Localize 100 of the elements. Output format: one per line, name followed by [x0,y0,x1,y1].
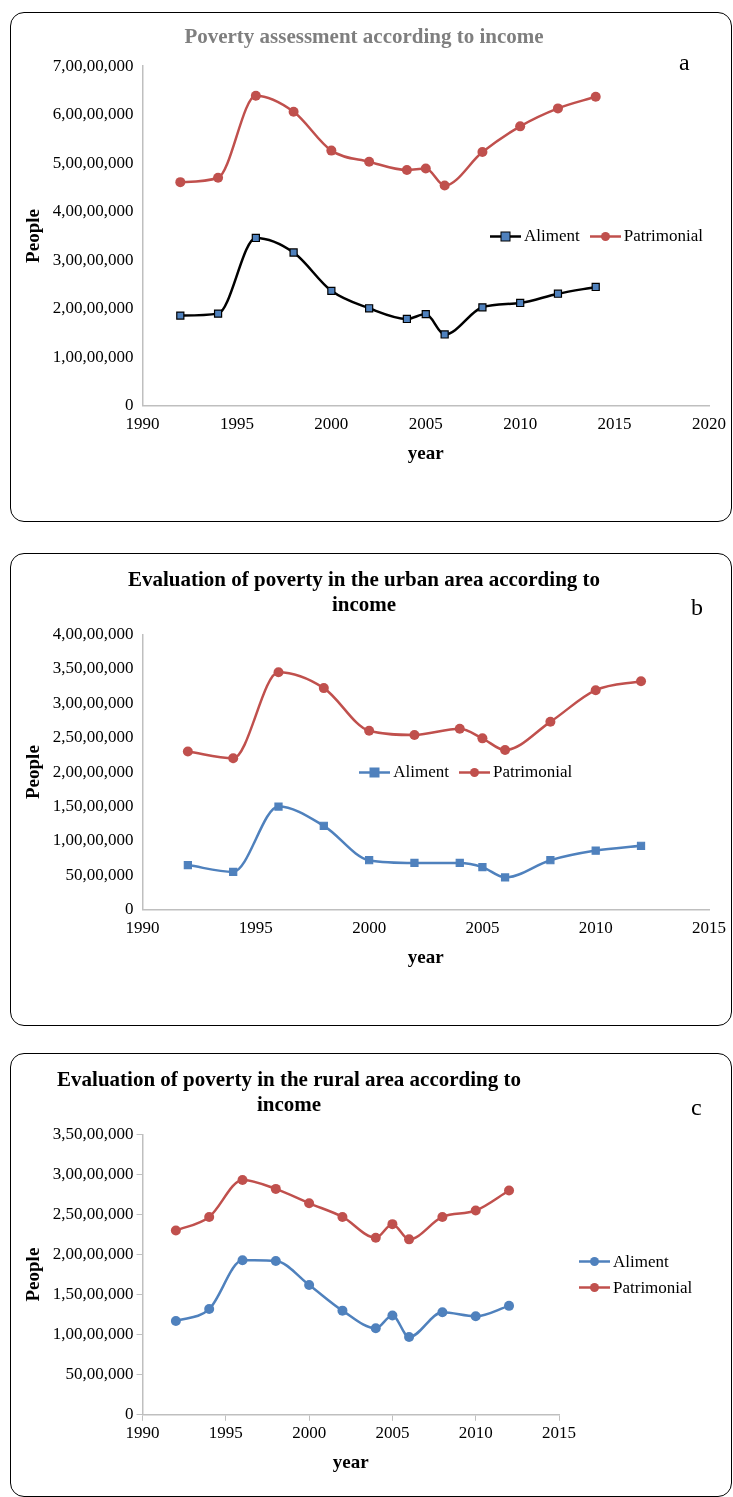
point [590,685,601,696]
point [477,733,488,744]
point [370,1232,381,1243]
point [515,121,526,132]
point [364,156,375,167]
point [420,163,431,174]
x-tick-label: 1990 [125,1423,160,1443]
legend-label: Aliment [393,762,449,783]
y-tick-label: 0 [125,899,134,919]
legend-label: Aliment [524,226,580,246]
y-tick-label: 3,50,00,000 [52,1123,134,1143]
point [440,330,449,339]
point [326,145,337,156]
point [170,1225,181,1236]
point [591,846,600,855]
y-tick-label: 6,00,00,000 [52,104,134,124]
point [327,286,336,295]
point [251,233,260,243]
x-tick-label: 2000 [314,414,349,434]
x-tick-label: 2010 [458,1423,493,1443]
point [270,1255,281,1266]
point [288,106,299,117]
x-tick-label: 1995 [219,414,254,434]
point [237,1175,248,1186]
legend-label: Aliment [613,1251,669,1272]
y-tick-label: 3,00,00,000 [52,1163,134,1183]
x-tick-label: 2000 [352,918,387,938]
point [455,858,464,868]
point [274,802,283,811]
point [370,1323,381,1334]
point [183,860,192,870]
y-tick-label: 1,00,00,000 [52,1324,134,1344]
y-tick-label: 4,00,00,000 [52,623,134,643]
point [470,1311,481,1322]
point [270,1183,281,1194]
x-tick-label: 2000 [292,1423,327,1443]
point [337,1305,348,1316]
x-tick-label: 2010 [578,918,613,938]
point [175,177,186,188]
x-tick-label: 1990 [125,918,160,938]
x-tick-label: 2015 [692,918,726,938]
x-tick-label: 2005 [465,918,500,938]
x-tick-label: 1990 [125,414,160,434]
point [500,745,511,756]
y-axis-title: People [22,745,44,800]
point [500,873,510,882]
x-axis-title: year [332,1450,370,1472]
point [454,723,465,734]
y-tick-label: 0 [125,1404,134,1424]
legend-label: Patrimonial [613,1277,693,1298]
point [304,1198,315,1209]
point [289,248,298,257]
y-tick-label: 3,00,00,000 [52,692,134,712]
point [213,172,224,183]
y-tick-label: 1,00,00,000 [52,830,134,850]
x-tick-label: 2005 [375,1423,410,1443]
chart-title: Evaluation of poverty in the urban area according to income [127,567,601,617]
chart-title: Evaluation of poverty in the rural area according to income [57,1067,521,1117]
y-axis-title: People [22,1247,44,1302]
point [545,716,556,727]
point [470,1205,481,1216]
y-tick-label: 50,00,000 [65,864,134,884]
point [552,103,563,114]
point [437,1307,448,1318]
point [237,1255,248,1266]
x-axis-title: year [407,441,445,463]
chart-title: Poverty assessment according to income [184,24,544,49]
point [437,1211,448,1222]
y-tick-label: 7,00,00,000 [52,55,134,75]
y-tick-label: 1,50,00,000 [52,1284,134,1304]
point [409,729,420,740]
y-tick-label: 2,50,00,000 [52,727,134,747]
point [404,1332,415,1343]
point [478,862,487,872]
point [636,841,646,850]
point [213,309,223,318]
y-tick-label: 4,00,00,000 [52,201,134,221]
y-tick-label: 1,50,00,000 [52,795,134,815]
y-tick-label: 3,50,00,000 [52,658,134,678]
y-tick-label: 3,00,00,000 [52,249,134,269]
point [404,1234,415,1245]
legend-label: Patrimonial [492,762,573,783]
y-tick-label: 2,00,00,000 [52,298,134,318]
x-tick-label: 2020 [692,414,726,434]
x-axis-title: year [407,945,445,967]
point [304,1280,315,1291]
point [337,1211,348,1222]
point [319,821,328,830]
point [204,1304,215,1315]
x-tick-label: 2010 [503,414,538,434]
x-tick-label: 1995 [238,918,273,938]
legend-label: Patrimonial [623,226,704,246]
y-tick-label: 0 [125,395,134,415]
point [590,91,601,102]
point [553,289,563,298]
point [273,667,284,678]
y-tick-label: 1,00,00,000 [52,346,134,366]
point [204,1211,215,1222]
point [402,314,412,324]
point [364,725,375,736]
